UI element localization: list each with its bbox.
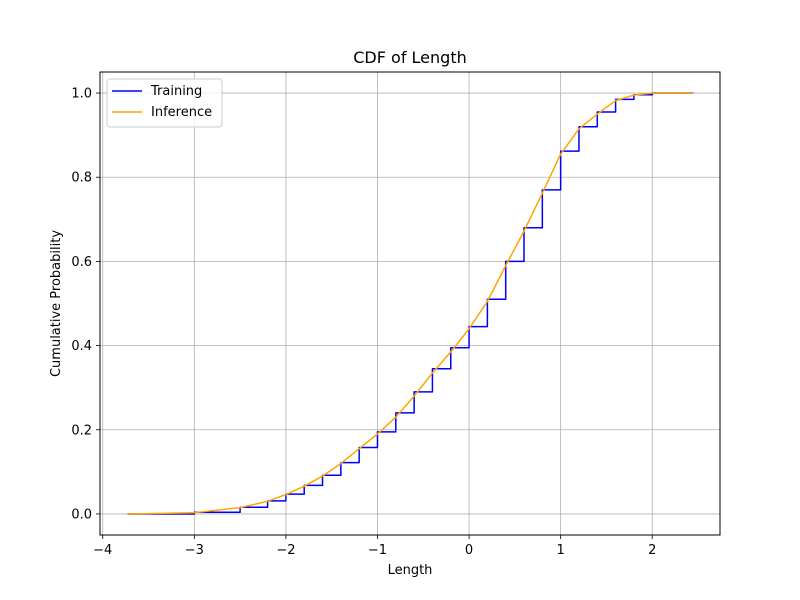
grid-lines — [100, 72, 720, 535]
axis-ticks: −4 −3 −2 −1 0 1 2 0.0 0.2 0.4 0.6 0.8 1.0 — [71, 87, 656, 558]
y-tick-label: 0.2 — [71, 423, 92, 438]
series-layer — [127, 92, 694, 515]
x-tick-label: 1 — [557, 543, 565, 558]
legend-label-training: Training — [150, 84, 202, 99]
legend-label-inference: Inference — [151, 105, 212, 120]
x-tick-label: −4 — [93, 543, 112, 558]
legend: Training Inference — [106, 78, 223, 128]
y-tick-label: 1.0 — [71, 87, 92, 102]
x-tick-label: 2 — [648, 543, 656, 558]
y-axis-label: Cumulative Probability — [49, 230, 64, 377]
series-line-training — [127, 92, 694, 515]
y-tick-label: 0.6 — [71, 255, 92, 270]
x-tick-label: −2 — [276, 543, 295, 558]
series-line-inference — [127, 92, 694, 515]
x-axis-label: Length — [388, 563, 433, 578]
plot-frame — [99, 71, 721, 536]
y-tick-label: 0.8 — [71, 171, 92, 186]
y-tick-label: 0.4 — [71, 339, 92, 354]
chart-title: CDF of Length — [353, 48, 466, 67]
x-tick-label: 0 — [465, 543, 473, 558]
plot-area-background — [100, 72, 720, 535]
y-tick-label: 0.0 — [71, 507, 92, 522]
x-tick-label: −1 — [368, 543, 387, 558]
x-tick-label: −3 — [185, 543, 204, 558]
